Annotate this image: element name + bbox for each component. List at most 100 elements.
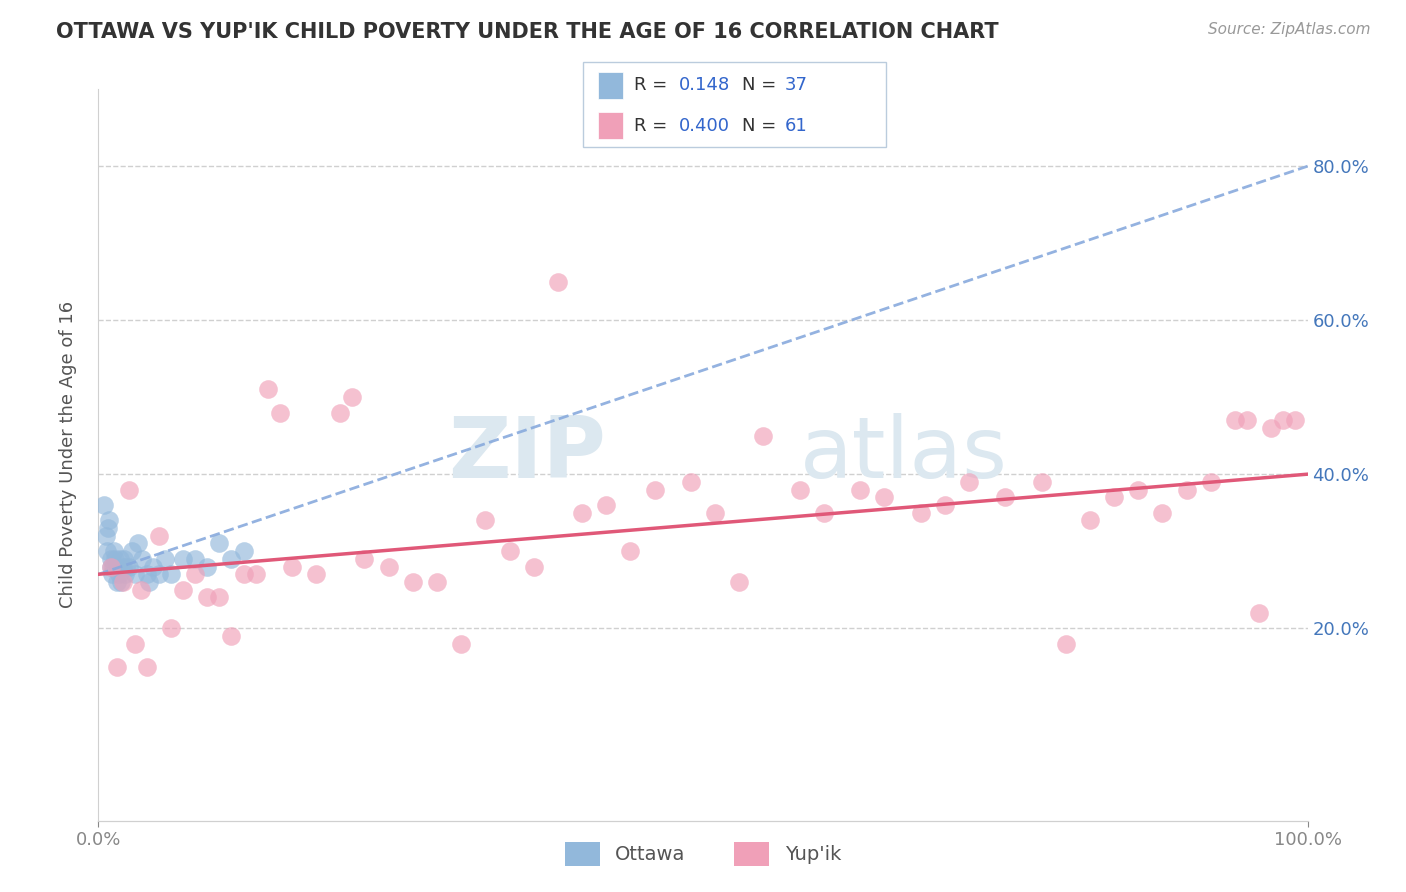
Point <box>1223 413 1246 427</box>
Point <box>100 559 122 574</box>
Text: 61: 61 <box>785 117 807 135</box>
Point <box>1175 483 1198 497</box>
Point <box>1054 636 1077 650</box>
Point <box>107 559 129 574</box>
Point <box>142 559 165 574</box>
Point <box>426 574 449 589</box>
Point <box>571 506 593 520</box>
Point <box>523 559 546 574</box>
Point <box>108 552 131 566</box>
Point <box>124 636 146 650</box>
Point <box>118 483 141 497</box>
Point <box>129 582 152 597</box>
Point <box>1260 421 1282 435</box>
Point <box>121 544 143 558</box>
Point <box>115 559 138 574</box>
Point <box>281 559 304 574</box>
Point <box>1128 483 1150 497</box>
Text: ZIP: ZIP <box>449 413 606 497</box>
Point <box>498 544 520 558</box>
Point <box>100 567 122 582</box>
Text: N =: N = <box>742 117 782 135</box>
Point <box>679 475 702 489</box>
Point <box>97 521 120 535</box>
Point <box>1249 606 1271 620</box>
Point <box>105 574 128 589</box>
Text: R =: R = <box>634 76 673 95</box>
Point <box>910 506 932 520</box>
Point <box>752 428 775 442</box>
Point <box>342 390 364 404</box>
Text: 37: 37 <box>785 76 807 95</box>
Point <box>148 529 170 543</box>
Point <box>269 406 291 420</box>
Point <box>353 552 375 566</box>
Point <box>1102 490 1125 504</box>
Point <box>160 567 183 582</box>
Point <box>245 567 267 582</box>
Point <box>377 559 399 574</box>
Point <box>934 498 956 512</box>
Point <box>101 559 124 574</box>
Point <box>450 636 472 650</box>
Point <box>111 559 134 574</box>
Point <box>112 552 135 566</box>
Point <box>118 559 141 574</box>
Point <box>619 544 641 558</box>
Point <box>849 483 872 497</box>
Point <box>305 567 328 582</box>
Point <box>547 275 569 289</box>
Text: atlas: atlas <box>800 413 1008 497</box>
Y-axis label: Child Poverty Under the Age of 16: Child Poverty Under the Age of 16 <box>59 301 77 608</box>
Point <box>135 659 157 673</box>
Point <box>957 475 980 489</box>
Point <box>104 552 127 566</box>
Point <box>96 544 118 558</box>
Point <box>94 529 117 543</box>
Point <box>704 506 727 520</box>
Point <box>232 567 254 582</box>
Point <box>138 574 160 589</box>
Point <box>127 536 149 550</box>
Point <box>153 552 176 566</box>
Point <box>1284 413 1306 427</box>
Point <box>93 498 115 512</box>
Point <box>184 567 207 582</box>
Point <box>108 567 131 582</box>
Text: 0.148: 0.148 <box>679 76 730 95</box>
Point <box>256 383 278 397</box>
Point <box>148 567 170 582</box>
Point <box>208 591 231 605</box>
Point <box>135 567 157 582</box>
Text: N =: N = <box>742 76 782 95</box>
Point <box>100 559 122 574</box>
Point <box>195 559 218 574</box>
Point <box>1078 513 1101 527</box>
Point <box>124 567 146 582</box>
Point <box>644 483 666 497</box>
Legend: Ottawa, Yup'ik: Ottawa, Yup'ik <box>557 834 849 873</box>
Point <box>160 621 183 635</box>
Point <box>114 567 136 582</box>
Point <box>172 552 194 566</box>
Point <box>813 506 835 520</box>
Point <box>329 406 352 420</box>
Text: OTTAWA VS YUP'IK CHILD POVERTY UNDER THE AGE OF 16 CORRELATION CHART: OTTAWA VS YUP'IK CHILD POVERTY UNDER THE… <box>56 22 998 42</box>
Point <box>474 513 496 527</box>
Point <box>111 574 134 589</box>
Point <box>873 490 896 504</box>
Point <box>103 544 125 558</box>
Point <box>98 513 121 527</box>
Point <box>100 552 122 566</box>
Point <box>195 591 218 605</box>
Point <box>728 574 751 589</box>
Point <box>789 483 811 497</box>
Point <box>131 552 153 566</box>
Text: R =: R = <box>634 117 673 135</box>
Point <box>110 574 132 589</box>
Point <box>595 498 617 512</box>
Point <box>184 552 207 566</box>
Point <box>232 544 254 558</box>
Point <box>1272 413 1295 427</box>
Point <box>221 552 243 566</box>
